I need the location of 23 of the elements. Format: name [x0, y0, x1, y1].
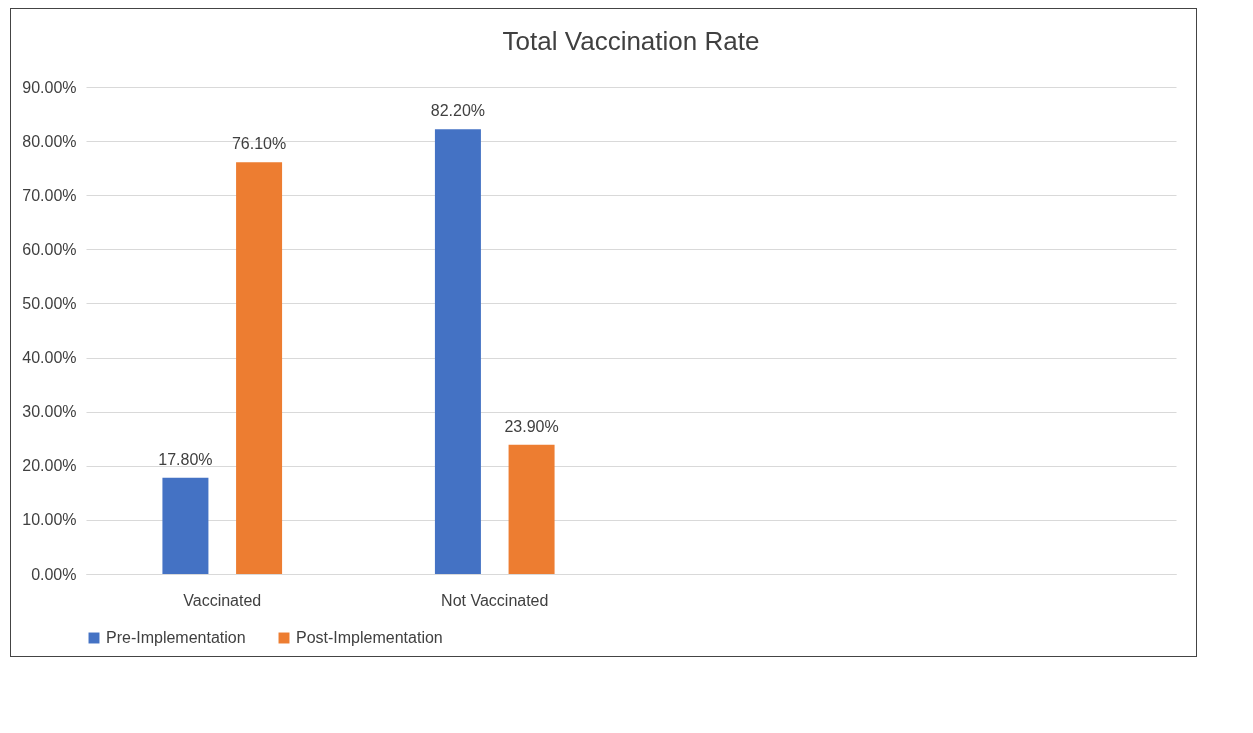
data-label: 76.10%: [231, 135, 287, 153]
y-tick-label: 90.00%: [22, 78, 77, 96]
data-label: 17.80%: [158, 450, 213, 468]
y-tick-label: 50.00%: [22, 294, 77, 312]
legend-label: Pre-Implementation: [106, 629, 246, 646]
data-label: 23.90%: [504, 417, 559, 435]
y-tick-label: 60.00%: [22, 240, 77, 258]
y-tick-label: 40.00%: [22, 349, 77, 367]
x-tick-label: Vaccinated: [183, 591, 262, 609]
y-tick-label: 0.00%: [31, 565, 77, 583]
bar: [162, 477, 209, 574]
y-tick-label: 30.00%: [22, 403, 77, 421]
data-label: 82.20%: [430, 102, 486, 120]
x-tick-label: Not Vaccinated: [441, 591, 549, 609]
y-tick-label: 70.00%: [22, 186, 77, 204]
y-tick-label: 10.00%: [22, 511, 77, 529]
bar: [508, 444, 555, 574]
y-tick-label: 80.00%: [22, 132, 77, 150]
legend-label: Post-Implementation: [296, 629, 443, 646]
bar: [236, 162, 283, 574]
bar: [434, 129, 481, 574]
chart-title: Total Vaccination Rate: [502, 26, 760, 56]
y-tick-label: 20.00%: [22, 457, 77, 475]
